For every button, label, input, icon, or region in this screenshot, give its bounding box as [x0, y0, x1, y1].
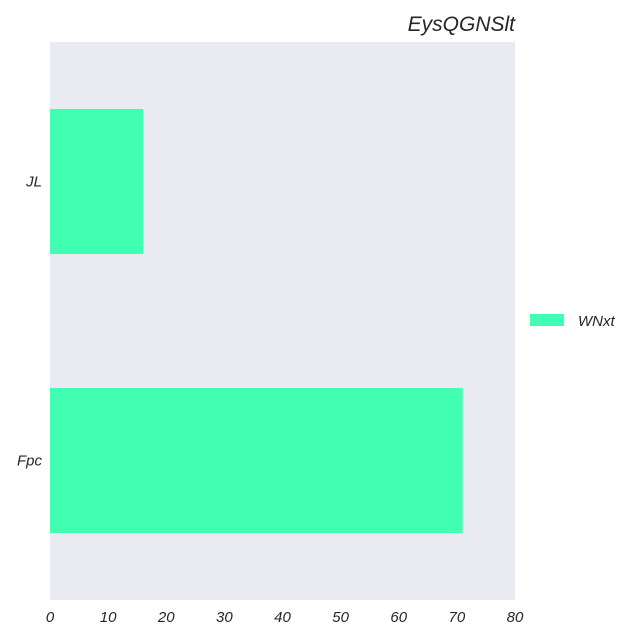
- x-tick-label: 80: [507, 609, 524, 626]
- bar-fpc: [50, 387, 463, 534]
- x-tick-label: 0: [46, 609, 55, 626]
- y-tick-label: JL: [25, 174, 42, 191]
- x-tick-labels: 0 10 20 30 40 50 60 70 80: [46, 609, 524, 626]
- legend-label: WNxt: [578, 313, 615, 330]
- x-tick-label: 50: [332, 609, 349, 626]
- chart-title: EysQGNSlt: [408, 13, 517, 36]
- legend: WNxt: [530, 313, 615, 330]
- bars-layer: [50, 108, 463, 534]
- x-tick-label: 60: [390, 609, 407, 626]
- x-tick-label: 70: [449, 609, 466, 626]
- x-tick-label: 10: [100, 609, 117, 626]
- y-tick-labels: JL Fpc: [17, 174, 43, 470]
- y-tick-label: Fpc: [17, 453, 43, 470]
- x-tick-label: 20: [157, 609, 175, 626]
- bar-jl: [50, 108, 143, 255]
- x-tick-label: 30: [216, 609, 233, 626]
- legend-swatch: [530, 314, 564, 326]
- x-tick-label: 40: [274, 609, 291, 626]
